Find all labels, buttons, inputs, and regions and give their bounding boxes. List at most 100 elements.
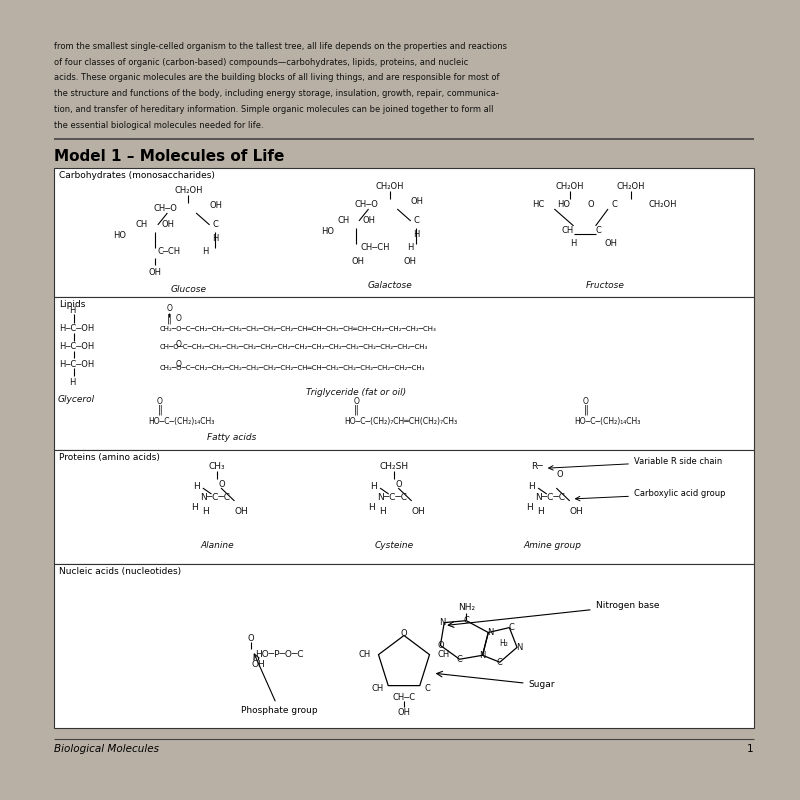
Text: acids. These organic molecules are the building blocks of all living things, and: acids. These organic molecules are the b… [54, 74, 500, 82]
Text: H: H [379, 507, 386, 516]
Text: Glycerol: Glycerol [58, 395, 95, 405]
Text: H: H [212, 234, 218, 242]
Text: ‖: ‖ [354, 405, 358, 415]
Text: H: H [407, 243, 414, 252]
Text: O: O [166, 305, 172, 314]
Text: CH₂SH: CH₂SH [380, 462, 409, 470]
Text: O: O [401, 629, 407, 638]
Text: ‖: ‖ [167, 314, 172, 324]
Text: Sugar: Sugar [437, 671, 555, 690]
Text: OH: OH [351, 257, 365, 266]
Text: CH₂─O─C─CH₂─CH₂─CH₂─CH₂─CH₂─CH₂─CH═CH─CH₂─CH═CH─CH₂─CH₂─CH₂─CH₃: CH₂─O─C─CH₂─CH₂─CH₂─CH₂─CH₂─CH₂─CH═CH─CH… [160, 326, 437, 332]
Text: Nucleic acids (nucleotides): Nucleic acids (nucleotides) [59, 566, 182, 576]
Text: N─C─C: N─C─C [378, 494, 407, 502]
Text: the structure and functions of the body, including energy storage, insulation, g: the structure and functions of the body,… [54, 90, 499, 98]
Text: OH: OH [251, 660, 266, 669]
Text: N: N [487, 628, 494, 637]
Text: N─C─C: N─C─C [200, 494, 230, 502]
Text: CH₂OH: CH₂OH [174, 186, 202, 194]
Text: HO─C─(CH₂)₁₄CH₃: HO─C─(CH₂)₁₄CH₃ [148, 418, 214, 426]
Text: H─C─OH: H─C─OH [59, 342, 94, 351]
Text: O: O [396, 480, 402, 489]
Text: of four classes of organic (carbon-based) compounds—carbohydrates, lipids, prote: of four classes of organic (carbon-based… [54, 58, 469, 66]
Text: H: H [526, 503, 534, 512]
Text: H: H [69, 378, 75, 386]
Text: O: O [176, 360, 182, 369]
Text: HO: HO [114, 231, 126, 240]
Text: Phosphate group: Phosphate group [241, 654, 318, 715]
Text: N─C─C: N─C─C [535, 494, 566, 502]
Text: CH─CH: CH─CH [361, 243, 390, 252]
Text: the essential biological molecules needed for life.: the essential biological molecules neede… [54, 121, 264, 130]
Text: Alanine: Alanine [200, 541, 234, 550]
Text: Fatty acids: Fatty acids [207, 433, 256, 442]
Text: O: O [353, 398, 359, 406]
Text: HC: HC [533, 199, 545, 209]
Text: Biological Molecules: Biological Molecules [54, 744, 159, 754]
Text: CH₃: CH₃ [209, 462, 226, 470]
Text: O: O [437, 641, 444, 650]
Text: tion, and transfer of hereditary information. Simple organic molecules can be jo: tion, and transfer of hereditary informa… [54, 105, 494, 114]
Text: H: H [202, 507, 209, 516]
Text: C: C [414, 217, 419, 226]
Text: CH: CH [337, 217, 350, 226]
Text: CH─O: CH─O [153, 203, 177, 213]
Text: H: H [538, 507, 544, 516]
Bar [54, 169, 754, 297]
Text: N: N [479, 650, 486, 660]
Text: O: O [176, 340, 182, 349]
Text: CH: CH [437, 650, 450, 659]
Text: from the smallest single-celled organism to the tallest tree, all life depends o: from the smallest single-celled organism… [54, 42, 507, 51]
Text: H: H [370, 482, 377, 490]
Text: O: O [218, 480, 226, 489]
Text: CH─O─C─CH₂─CH₂─CH₂─CH₂─CH₂─CH₂─CH₂─CH₂─CH₂─CH₂─CH₂─CH₂─CH₂─CH₃: CH─O─C─CH₂─CH₂─CH₂─CH₂─CH₂─CH₂─CH₂─CH₂─C… [160, 343, 428, 350]
Text: HO: HO [557, 199, 570, 209]
Text: O: O [583, 398, 589, 406]
Text: Nitrogen base: Nitrogen base [448, 602, 659, 627]
Text: Triglyceride (fat or oil): Triglyceride (fat or oil) [306, 387, 406, 397]
Text: C: C [457, 654, 462, 664]
Text: C: C [595, 226, 602, 235]
Text: OH: OH [403, 257, 416, 266]
Text: OH: OH [234, 507, 248, 516]
Text: CH─O: CH─O [354, 199, 378, 209]
Text: Carbohydrates (monosaccharides): Carbohydrates (monosaccharides) [59, 171, 215, 180]
Text: CH₂─O─C─CH₂─CH₂─CH₂─CH₂─CH₂─CH₂─CH═CH─CH₂─CH₂─CH₂─CH₂─CH₂─CH₃: CH₂─O─C─CH₂─CH₂─CH₂─CH₂─CH₂─CH₂─CH═CH─CH… [160, 366, 425, 371]
Text: NH₂: NH₂ [458, 603, 475, 612]
Text: OH: OH [162, 220, 174, 230]
Text: OH: OH [410, 197, 424, 206]
Text: Model 1 – Molecules of Life: Model 1 – Molecules of Life [54, 149, 285, 164]
Text: O: O [176, 314, 182, 323]
Text: HO─C─(CH₂)₇CH═CH(CH₂)₇CH₃: HO─C─(CH₂)₇CH═CH(CH₂)₇CH₃ [345, 418, 458, 426]
Text: CH₂OH: CH₂OH [375, 182, 404, 190]
Text: O: O [157, 398, 162, 406]
Text: CH₂OH: CH₂OH [617, 182, 646, 190]
Text: N: N [516, 643, 522, 652]
Text: H: H [529, 482, 535, 490]
Text: C─CH: C─CH [158, 247, 181, 256]
Text: OH: OH [363, 217, 376, 226]
Text: H₂: H₂ [499, 639, 508, 648]
Bar [54, 564, 754, 727]
Text: H: H [414, 230, 420, 239]
Text: O: O [557, 470, 563, 478]
Text: CH: CH [562, 226, 574, 235]
Text: C: C [463, 616, 470, 625]
Text: H: H [369, 503, 375, 512]
Text: Fructose: Fructose [586, 281, 625, 290]
Text: C: C [497, 658, 502, 666]
Text: C: C [508, 623, 514, 632]
Text: CH: CH [136, 220, 148, 230]
Text: CH₂OH: CH₂OH [555, 182, 584, 190]
Text: H─C─OH: H─C─OH [59, 324, 94, 334]
Text: Amine group: Amine group [523, 541, 582, 550]
Text: R─: R─ [531, 462, 543, 470]
Text: Variable R side chain: Variable R side chain [549, 457, 722, 470]
Text: H: H [570, 239, 577, 248]
Text: HO─P─O─C: HO─P─O─C [255, 650, 304, 658]
Text: O: O [587, 199, 594, 209]
Text: CH─C: CH─C [393, 694, 415, 702]
Text: O: O [247, 634, 254, 643]
Text: H─C─OH: H─C─OH [59, 360, 94, 369]
Text: C: C [612, 199, 618, 209]
